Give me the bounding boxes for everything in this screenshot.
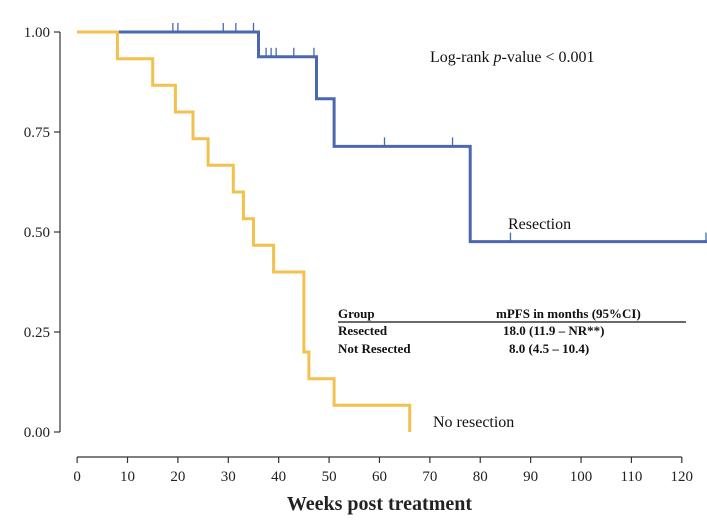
x-tick-label: 30 [221,469,236,485]
no-resection-curve [77,30,412,432]
y-tick-label: 1.00 [24,25,50,41]
x-tick-label: 20 [170,469,185,485]
x-tick-label: 100 [570,469,593,485]
x-tick-label: 0 [73,469,81,485]
table-header-mpfs: mPFS in months (95%CI) [496,306,641,321]
table-row-not-resected-value: 8.0 (4.5 – 10.4) [509,341,589,356]
resection-curve [77,30,707,244]
x-axis-title: Weeks post treatment [287,493,472,515]
curves [77,30,707,432]
censor-marks [172,23,707,243]
series-label-resection: Resection [508,216,571,233]
series-label-no-resection: No resection [433,414,514,431]
x-tick-label: 70 [422,469,437,485]
y-tick-label: 0.50 [24,225,50,241]
x-tick-label: 120 [671,469,694,485]
x-tick-label: 10 [120,469,135,485]
table-row-resected-value: 18.0 (11.9 – NR**) [503,323,604,338]
y-ticks: 0.00 0.25 0.50 0.75 1.00 [24,25,60,441]
summary-table: Group mPFS in months (95%CI) Resected 18… [338,306,686,356]
axes [59,32,682,458]
x-tick-label: 90 [523,469,538,485]
table-row-resected-group: Resected [338,323,388,338]
x-tick-label: 80 [473,469,488,485]
pvalue-prefix: Log-rank [430,49,494,66]
x-tick-label: 50 [322,469,337,485]
y-tick-label: 0.00 [24,425,50,441]
x-tick-label: 110 [620,469,642,485]
pvalue-suffix: -value < 0.001 [502,49,595,66]
x-tick-label: 60 [372,469,387,485]
x-tick-label: 40 [271,469,286,485]
table-header-group: Group [338,306,375,321]
pvalue-p: p [493,49,502,66]
y-tick-label: 0.75 [24,125,50,141]
table-row-not-resected-group: Not Resected [338,341,411,356]
x-ticks: 0 10 20 30 40 50 60 70 80 90 100 110 120 [73,457,693,485]
pvalue-annotation: Log-rank p-value < 0.001 [430,49,595,66]
y-tick-label: 0.25 [24,325,50,341]
